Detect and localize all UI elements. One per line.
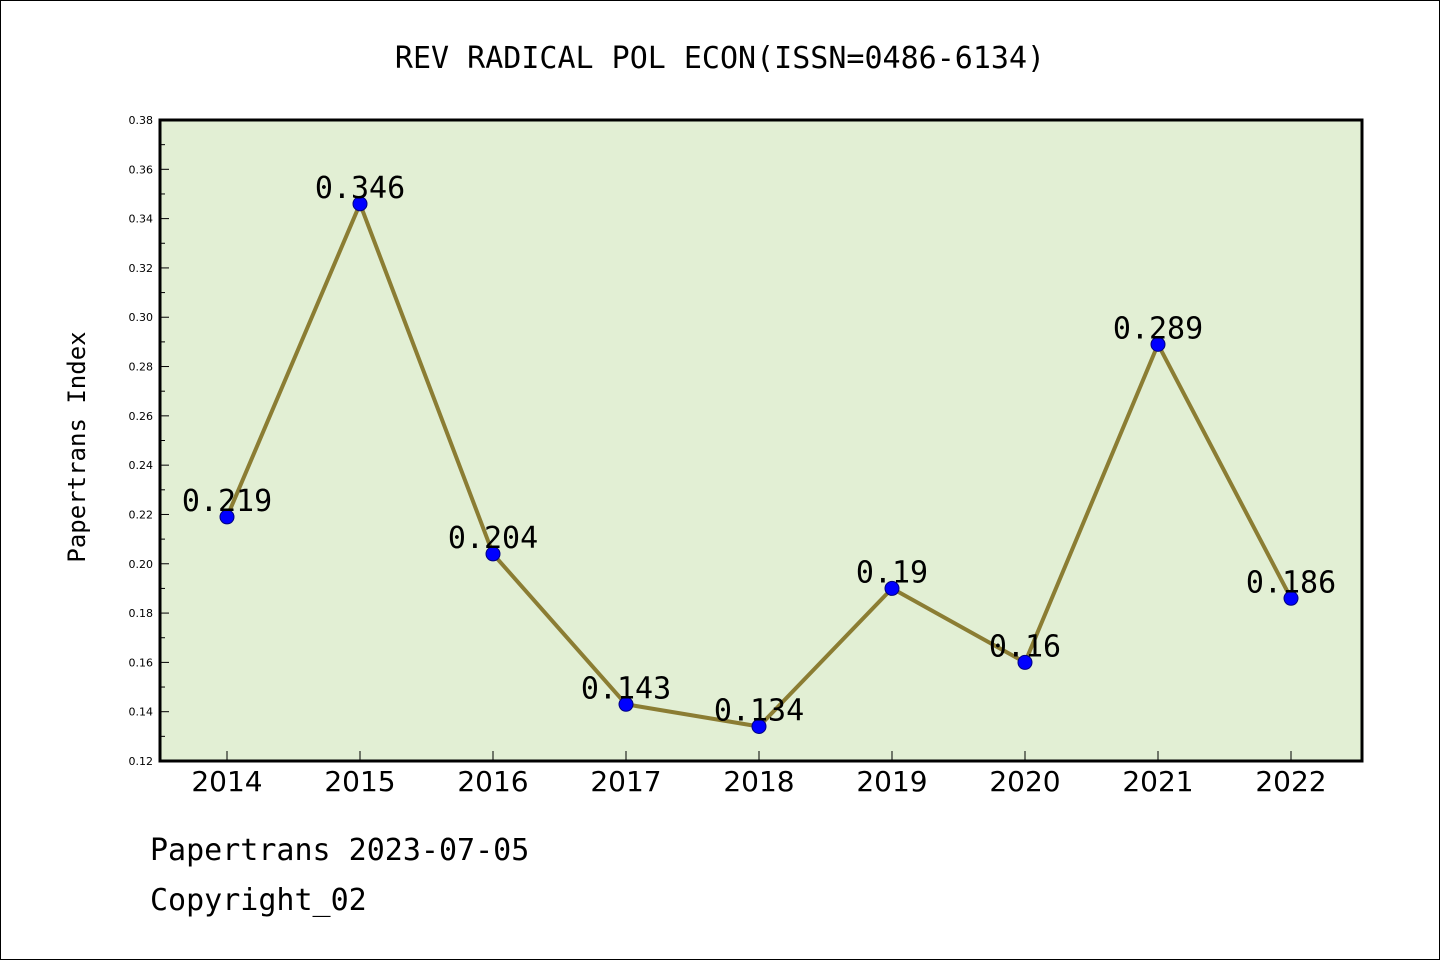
y-tick-label: 0.26: [129, 410, 154, 423]
footer-date: Papertrans 2023-07-05: [150, 833, 530, 868]
data-point: [1150, 336, 1166, 352]
x-axis: 2014 2015 2016 2017 2018 2019 2020 2021 2022: [191, 751, 1327, 798]
x-tick-label: 2017: [590, 765, 661, 798]
x-tick-label: 2020: [989, 765, 1060, 798]
data-point: [751, 718, 767, 734]
y-tick-label: 0.32: [129, 262, 154, 275]
plot-area: [158, 118, 1364, 763]
data-point: [352, 196, 368, 212]
data-label: 0.16: [989, 629, 1061, 664]
line-chart: REV RADICAL POL ECON(ISSN=0486-6134) Pap…: [63, 41, 1364, 798]
data-label: 0.289: [1113, 311, 1203, 346]
data-label: 0.219: [182, 484, 272, 519]
chart-title: REV RADICAL POL ECON(ISSN=0486-6134): [395, 41, 1045, 76]
data-label: 0.143: [581, 671, 671, 706]
data-label: 0.134: [714, 693, 804, 728]
data-label: 0.346: [315, 171, 405, 206]
y-tick-label: 0.30: [129, 311, 154, 324]
y-tick-label: 0.16: [129, 656, 154, 669]
data-point: [1283, 590, 1299, 606]
x-tick-label: 2021: [1122, 765, 1193, 798]
x-tick-label: 2019: [856, 765, 927, 798]
data-label: 0.204: [448, 521, 538, 556]
data-point: [618, 696, 634, 712]
data-labels: 0.219 0.346 0.204 0.143 0.134 0.19 0.16 0.289 0.…: [182, 171, 1336, 729]
x-tick-label: 2022: [1255, 765, 1326, 798]
data-point: [1017, 654, 1033, 670]
y-tick-label: 0.38: [129, 114, 154, 127]
x-tick-label: 2018: [723, 765, 794, 798]
y-tick-label: 0.36: [129, 163, 154, 176]
y-tick-label: 0.22: [129, 508, 154, 521]
x-tick-label: 2015: [324, 765, 395, 798]
y-axis: 0.12 0.14 0.16 0.18 0.20 0.22 0.24 0.26 0.28 0.30…: [129, 114, 169, 768]
data-points: [219, 196, 1299, 734]
y-tick-label: 0.12: [129, 755, 154, 768]
y-tick-label: 0.28: [129, 361, 154, 374]
data-label: 0.19: [856, 555, 928, 590]
data-point: [219, 509, 235, 525]
footer-copyright: Copyright_02: [150, 883, 367, 918]
y-tick-label: 0.24: [129, 459, 154, 472]
data-label: 0.186: [1246, 565, 1336, 600]
x-tick-label: 2014: [191, 765, 262, 798]
data-point: [884, 580, 900, 596]
y-tick-label: 0.20: [129, 558, 154, 571]
x-tick-label: 2016: [457, 765, 528, 798]
y-tick-label: 0.18: [129, 607, 154, 620]
y-tick-label: 0.34: [129, 213, 154, 226]
data-point: [485, 546, 501, 562]
y-axis-label: Papertrans Index: [63, 331, 91, 562]
y-tick-label: 0.14: [129, 706, 154, 719]
